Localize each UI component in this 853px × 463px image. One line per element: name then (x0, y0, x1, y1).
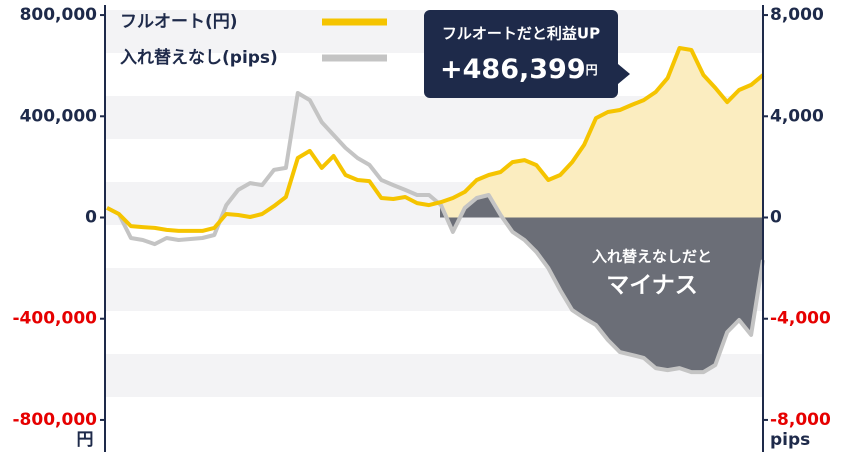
y2-tick-label: 4,000 (770, 106, 824, 126)
y2-unit: pips (770, 430, 810, 450)
legend-label: フルオート(円) (120, 12, 238, 32)
y-unit: 円 (77, 430, 94, 450)
y-tick-label: 800,000 (20, 5, 98, 25)
area (440, 48, 763, 218)
loss-emphasis: マイナス (606, 273, 698, 299)
callout-box (424, 10, 630, 98)
fill-areas (440, 48, 763, 373)
y-tick-label: -800,000 (13, 410, 98, 430)
legend: フルオート(円) 入れ替えなし(pips) (120, 12, 387, 68)
loss-note: 入れ替えなしだと (592, 248, 712, 266)
callout-text: フルオートだと利益UP (442, 25, 600, 43)
lines (106, 46, 765, 375)
series-line (106, 91, 765, 375)
legend-label: 入れ替えなし(pips) (120, 47, 278, 68)
y2-tick-label: 0 (770, 208, 782, 228)
y2-tick-label: -8,000 (770, 410, 831, 430)
y2-tick-label: -4,000 (770, 309, 831, 329)
callout-unit: 円 (586, 63, 598, 77)
area (440, 195, 763, 373)
y-tick-label: 400,000 (20, 106, 98, 126)
y-tick-label: 0 (85, 208, 97, 228)
ticks: -800,000 -400,000 0 400,000 800,000 -8,000 -4,… (13, 5, 831, 430)
y-tick-label: -400,000 (13, 309, 98, 329)
y2-tick-label: 8,000 (770, 5, 824, 25)
profit-callout: フルオートだと利益UP +486,399円 (424, 10, 630, 98)
series-line (106, 46, 765, 233)
callout-number: +486,399 (440, 54, 586, 85)
callout-value: +486,399円 (440, 54, 598, 85)
